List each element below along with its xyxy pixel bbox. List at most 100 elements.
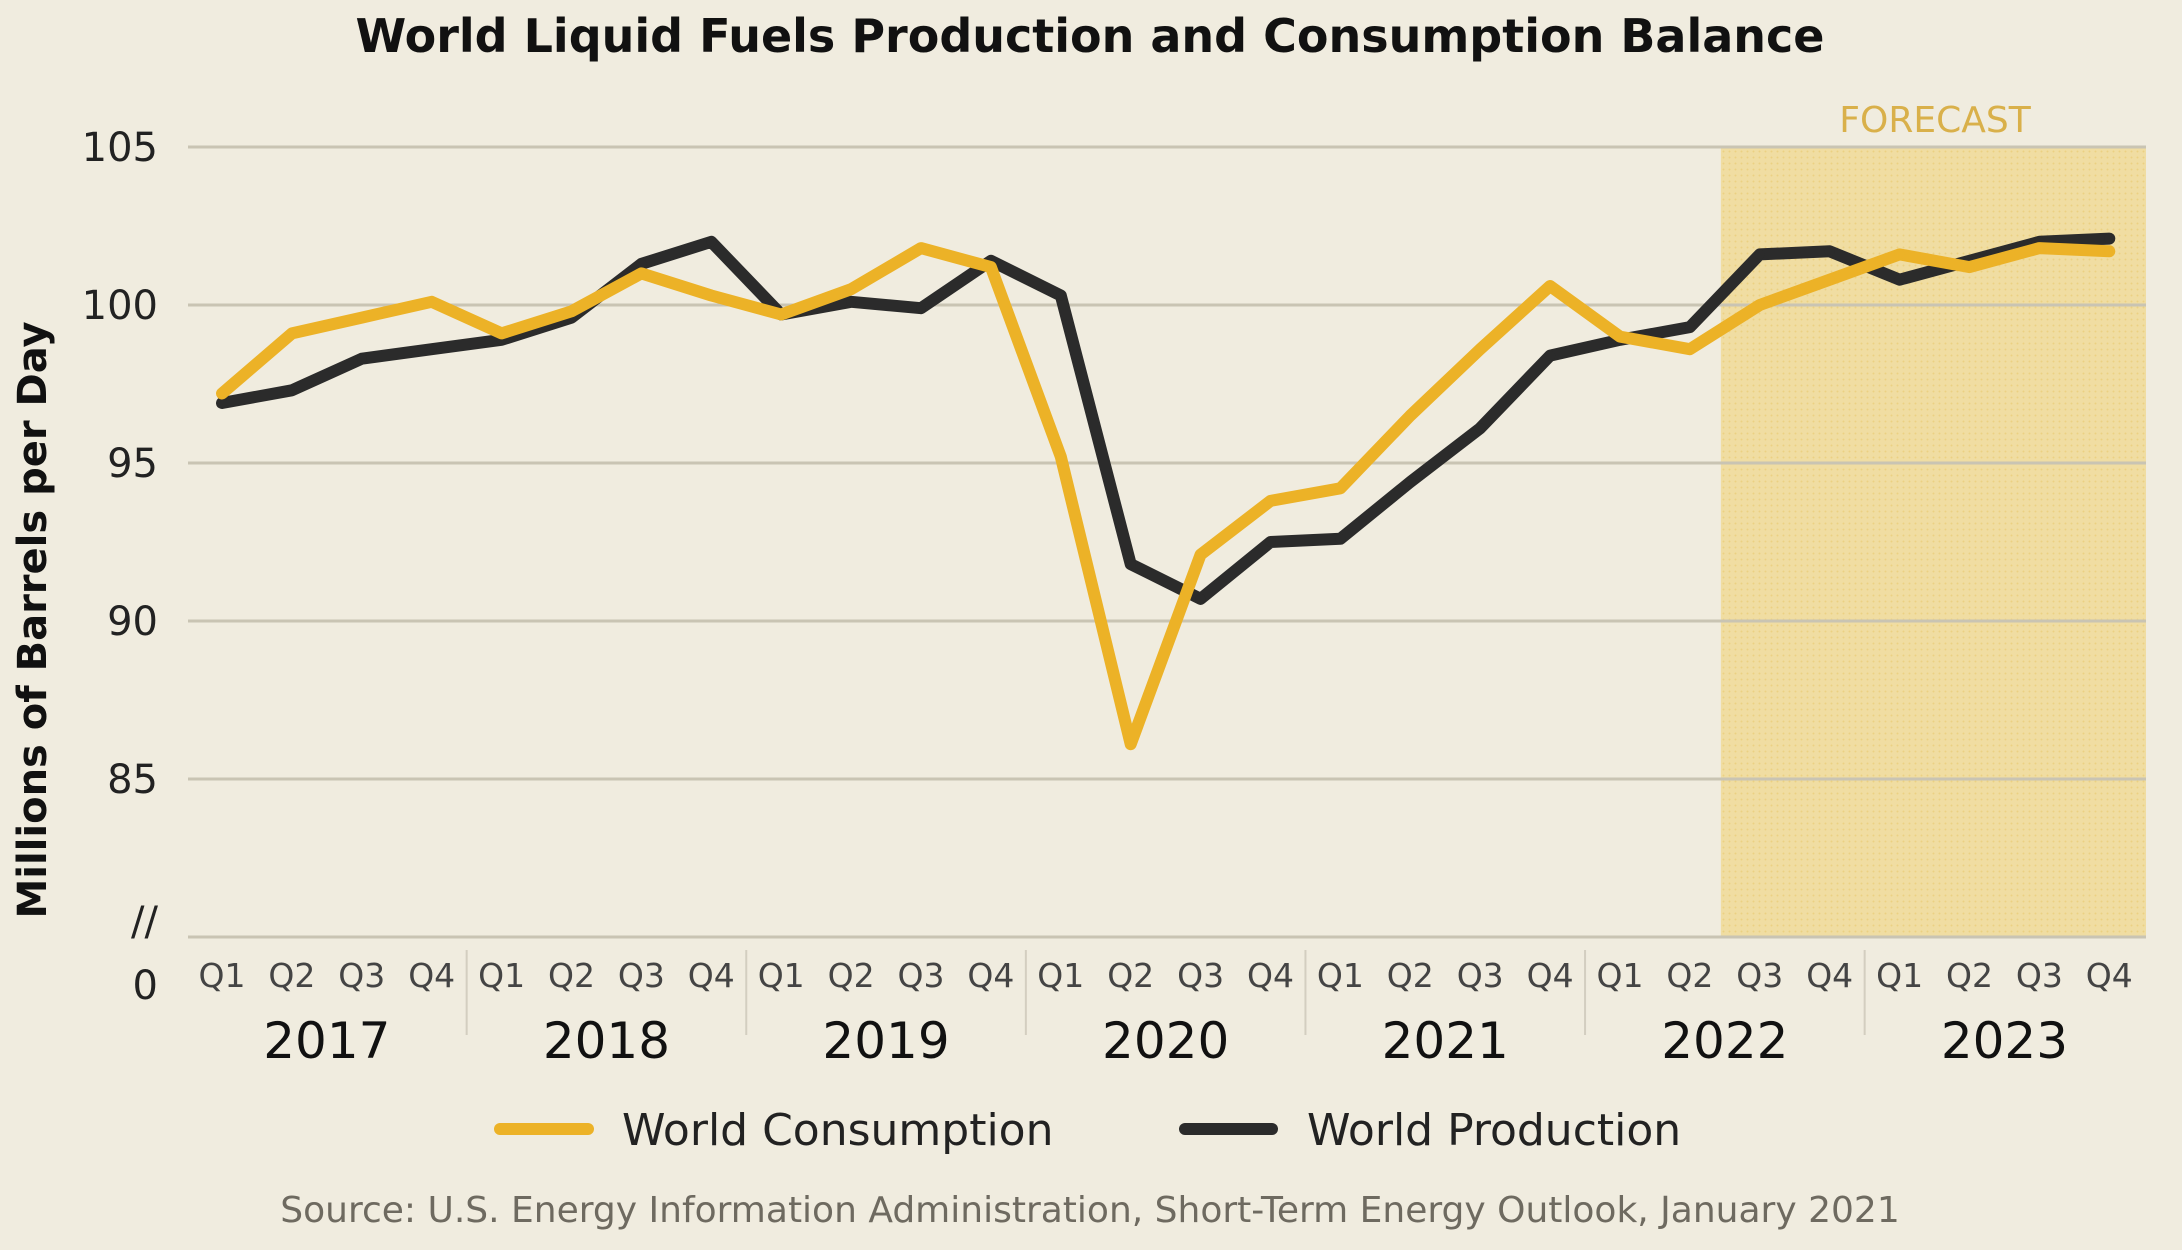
data-point-consumption	[1684, 344, 1695, 355]
data-point-consumption	[217, 388, 227, 399]
data-point-production	[2104, 233, 2115, 244]
x-tick-year: 2020	[1102, 1012, 1229, 1070]
y-tick-label: 105	[82, 125, 158, 171]
data-point-consumption	[1964, 262, 1975, 273]
data-point-production	[1894, 274, 1905, 285]
x-tick-quarter: Q1	[758, 956, 805, 995]
data-point-consumption	[1125, 739, 1136, 750]
data-point-production	[286, 385, 297, 396]
x-tick-quarter: Q2	[548, 956, 595, 995]
x-tick-year: 2019	[822, 1012, 949, 1070]
data-point-consumption	[426, 296, 437, 307]
y-tick-zero: 0	[133, 963, 158, 1009]
data-point-consumption	[916, 243, 926, 254]
x-tick-quarter: Q1	[1317, 956, 1364, 995]
x-tick-quarter: Q1	[478, 956, 525, 995]
data-point-production	[706, 236, 717, 247]
data-point-consumption	[1824, 274, 1835, 285]
x-tick-quarter: Q4	[1806, 956, 1853, 995]
x-tick-quarter: Q3	[1457, 956, 1504, 995]
data-point-production	[636, 258, 647, 269]
x-tick-quarter: Q4	[688, 956, 735, 995]
x-tick-quarter: Q3	[2016, 956, 2063, 995]
x-tick-quarter: Q1	[199, 956, 246, 995]
x-tick-quarter: Q2	[828, 956, 875, 995]
data-point-production	[1545, 350, 1556, 361]
data-point-consumption	[1265, 495, 1276, 506]
x-tick-quarter: Q3	[1736, 956, 1783, 995]
data-point-production	[1754, 249, 1765, 260]
x-tick-quarter: Q2	[1387, 956, 1434, 995]
data-point-production	[1824, 246, 1835, 257]
data-point-consumption	[1195, 549, 1206, 560]
data-point-production	[1405, 476, 1416, 487]
x-tick-quarter: Q1	[1876, 956, 1923, 995]
data-point-consumption	[1894, 249, 1905, 260]
y-tick-label: 100	[82, 283, 158, 329]
x-tick-quarter: Q3	[618, 956, 665, 995]
series-line-consumption	[216, 242, 2116, 751]
x-tick-quarter: Q2	[268, 956, 315, 995]
series-line-production	[216, 232, 2116, 605]
data-point-consumption	[776, 309, 787, 320]
data-point-consumption	[356, 312, 367, 323]
data-point-production	[846, 296, 857, 307]
x-tick-quarter: Q3	[338, 956, 385, 995]
x-tick-quarter: Q3	[898, 956, 945, 995]
data-point-consumption	[1615, 331, 1625, 342]
data-point-consumption	[706, 290, 717, 301]
data-point-production	[916, 303, 926, 314]
data-point-production	[1055, 290, 1066, 301]
x-tick-quarter: Q2	[1666, 956, 1713, 995]
data-point-consumption	[636, 268, 647, 279]
data-point-consumption	[286, 328, 297, 339]
x-tick-quarter: Q4	[408, 956, 455, 995]
data-point-production	[426, 344, 437, 355]
data-point-production	[1475, 423, 1486, 434]
y-tick-label: 85	[107, 757, 158, 803]
y-tick-label: 95	[107, 441, 158, 487]
x-tick-year: 2018	[543, 1012, 670, 1070]
legend: World Consumption World Production	[494, 1105, 1681, 1156]
data-point-consumption	[1055, 451, 1066, 462]
data-point-consumption	[2104, 246, 2115, 257]
x-tick-quarter: Q1	[1037, 956, 1084, 995]
data-point-production	[1335, 533, 1346, 544]
data-point-production	[217, 397, 227, 408]
x-tick-quarter: Q3	[1177, 956, 1224, 995]
x-tick-quarter: Q1	[1597, 956, 1644, 995]
data-point-production	[356, 353, 367, 364]
x-tick-year: 2022	[1661, 1012, 1788, 1070]
x-tick-quarter: Q4	[1247, 956, 1294, 995]
data-point-consumption	[1335, 483, 1346, 494]
y-axis-label: Millions of Barrels per Day	[10, 321, 56, 918]
x-tick-quarter: Q4	[2086, 956, 2133, 995]
data-point-consumption	[1754, 300, 1765, 310]
x-tick-quarter: Q2	[1946, 956, 1993, 995]
forecast-label: FORECAST	[1839, 100, 2031, 141]
legend-label-consumption: World Consumption	[622, 1105, 1054, 1156]
data-point-consumption	[846, 284, 857, 295]
data-point-consumption	[496, 328, 507, 339]
source-note: Source: U.S. Energy Information Administ…	[280, 1190, 1899, 1231]
y-tick-label: 90	[107, 599, 158, 645]
data-point-production	[1125, 559, 1136, 570]
data-point-consumption	[1545, 281, 1556, 292]
axis-break-mark: //	[131, 899, 158, 945]
x-tick-year: 2023	[1941, 1012, 2068, 1070]
data-point-production	[1195, 593, 1206, 604]
data-point-consumption	[2034, 243, 2045, 254]
chart-title: World Liquid Fuels Production and Consum…	[356, 9, 1825, 63]
x-tick-quarter: Q4	[1527, 956, 1574, 995]
data-point-production	[1684, 322, 1695, 333]
data-point-consumption	[985, 262, 996, 273]
data-point-consumption	[1405, 410, 1416, 421]
x-tick-year: 2017	[263, 1012, 390, 1070]
data-point-production	[1265, 537, 1276, 547]
data-point-consumption	[566, 306, 577, 317]
x-tick-year: 2021	[1382, 1012, 1509, 1070]
legend-label-production: World Production	[1307, 1105, 1681, 1156]
data-point-consumption	[1475, 344, 1486, 355]
